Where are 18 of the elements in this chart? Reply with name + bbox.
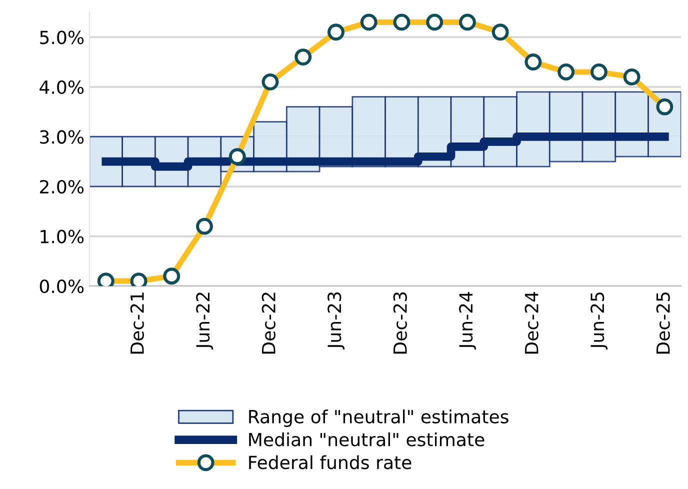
x-tick-label: Dec-25 xyxy=(656,292,670,354)
legend-label: Federal funds rate xyxy=(249,455,412,470)
y-tick-label: 4.0% xyxy=(40,80,84,94)
y-tick-label: 0.0% xyxy=(40,280,84,294)
x-tick-label: Jun-25 xyxy=(590,292,608,350)
x-tick-label: Dec-23 xyxy=(393,292,407,354)
y-tick-label: 1.0% xyxy=(40,230,84,244)
legend-label: Median "neutral" estimate xyxy=(249,432,484,446)
y-tick-label: 5.0% xyxy=(40,30,84,44)
x-tick-label: Dec-21 xyxy=(130,292,144,354)
x-tick-label: Dec-24 xyxy=(524,292,538,354)
x-tick-label: Jun-22 xyxy=(196,292,214,350)
x-tick-label: Dec-22 xyxy=(262,292,276,354)
y-tick-label: 3.0% xyxy=(40,130,84,144)
y-tick-label: 2.0% xyxy=(40,180,84,194)
x-tick-label: Jun-24 xyxy=(459,292,476,350)
legend-label: Range of "neutral" estimates xyxy=(249,409,508,427)
x-tick-label: Jun-23 xyxy=(328,292,345,350)
